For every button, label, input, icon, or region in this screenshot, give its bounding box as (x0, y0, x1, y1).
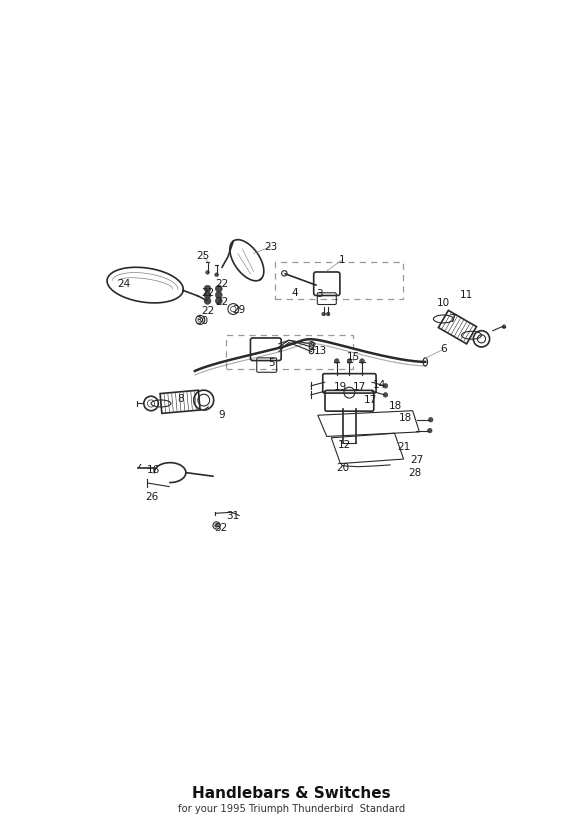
Text: 22: 22 (215, 279, 229, 288)
Text: 1: 1 (338, 255, 345, 265)
Circle shape (427, 428, 432, 433)
Text: 26: 26 (145, 492, 159, 502)
Circle shape (216, 292, 222, 298)
Text: 13: 13 (314, 345, 327, 356)
Text: 18: 18 (389, 401, 402, 411)
Text: 17: 17 (364, 396, 377, 405)
Text: 22: 22 (201, 288, 214, 297)
Text: 10: 10 (437, 298, 450, 308)
Text: 6: 6 (440, 344, 447, 354)
Circle shape (216, 285, 222, 292)
Text: 16: 16 (147, 466, 160, 475)
Text: 15: 15 (346, 353, 360, 363)
Text: 19: 19 (333, 382, 347, 391)
Circle shape (429, 418, 433, 422)
Text: 11: 11 (459, 290, 473, 300)
Text: 22: 22 (201, 306, 214, 316)
Circle shape (335, 358, 339, 363)
Text: 29: 29 (233, 305, 246, 315)
Text: 9: 9 (219, 410, 225, 419)
Text: 32: 32 (215, 523, 228, 533)
Circle shape (347, 358, 352, 363)
Text: 5: 5 (268, 358, 275, 368)
Text: 2: 2 (309, 343, 315, 353)
Text: 25: 25 (196, 250, 210, 260)
Circle shape (215, 524, 219, 527)
Text: 31: 31 (227, 511, 240, 521)
Circle shape (206, 270, 209, 274)
Text: 30: 30 (195, 316, 208, 326)
Text: 3: 3 (316, 289, 322, 299)
Circle shape (383, 392, 388, 397)
Text: for your 1995 Triumph Thunderbird  Standard: for your 1995 Triumph Thunderbird Standa… (178, 804, 405, 814)
Bar (226, 335, 353, 368)
Text: 23: 23 (264, 241, 278, 251)
Bar (275, 263, 403, 298)
Text: 17: 17 (353, 382, 366, 391)
Text: 20: 20 (336, 463, 350, 473)
Text: 22: 22 (215, 297, 229, 307)
Circle shape (383, 384, 388, 388)
Text: 27: 27 (410, 456, 424, 466)
Text: 12: 12 (338, 441, 350, 451)
Circle shape (216, 297, 222, 304)
Circle shape (322, 312, 325, 316)
Circle shape (204, 292, 211, 298)
Text: 24: 24 (117, 279, 130, 288)
Circle shape (360, 358, 364, 363)
Text: 4: 4 (291, 288, 297, 297)
Circle shape (204, 285, 211, 292)
Circle shape (503, 325, 506, 329)
Circle shape (326, 312, 330, 316)
Text: 28: 28 (409, 467, 422, 478)
Text: 21: 21 (397, 442, 410, 452)
Circle shape (215, 273, 219, 277)
Text: 8: 8 (177, 394, 184, 404)
Circle shape (204, 297, 211, 304)
Text: 18: 18 (398, 414, 412, 424)
Text: Handlebars & Switches: Handlebars & Switches (192, 786, 391, 801)
Text: 14: 14 (373, 381, 386, 391)
Text: 7: 7 (449, 314, 456, 324)
